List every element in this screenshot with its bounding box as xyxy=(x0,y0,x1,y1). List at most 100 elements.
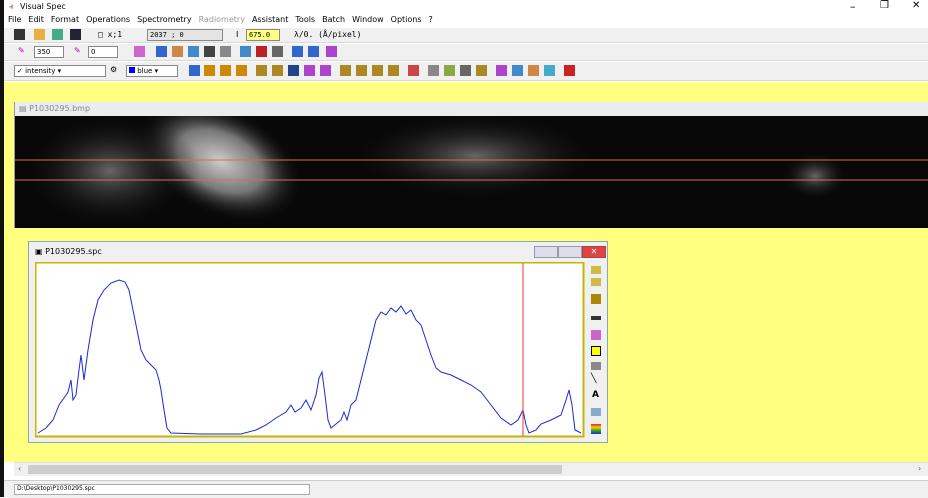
close[interactable]: ✕ xyxy=(912,0,920,11)
scroll-right[interactable]: › xyxy=(918,464,921,473)
icon[interactable] xyxy=(591,266,601,274)
color-text: blue xyxy=(137,67,152,75)
close[interactable]: ✕ xyxy=(582,246,606,258)
icon[interactable] xyxy=(172,46,183,57)
menu-item[interactable]: ? xyxy=(429,15,433,24)
menu-item[interactable]: Spectrometry xyxy=(137,15,192,24)
menu-item[interactable]: Operations xyxy=(86,15,130,24)
spectrum-window: ▣ P1030295.spc ✕ ╲ A xyxy=(28,241,608,443)
icon[interactable] xyxy=(512,65,523,76)
icon[interactable] xyxy=(188,46,199,57)
icon[interactable] xyxy=(52,29,63,40)
icon[interactable] xyxy=(304,65,315,76)
image-title-bar: ▤ P1030295.bmp xyxy=(15,102,928,116)
menu-item[interactable]: File xyxy=(8,15,21,24)
menu-bar: File Edit Format Operations Spectrometry Radi… xyxy=(8,15,928,26)
icon[interactable] xyxy=(272,46,283,57)
field[interactable]: 0 xyxy=(88,46,118,58)
icon[interactable]: ✎ xyxy=(74,46,81,55)
scroll-thumb[interactable] xyxy=(28,465,562,474)
icon[interactable] xyxy=(428,65,439,76)
field[interactable]: 350 xyxy=(34,46,64,58)
image-title-text: P1030295.bmp xyxy=(29,104,90,113)
icon[interactable] xyxy=(476,65,487,76)
icon[interactable]: ✎ xyxy=(18,46,25,55)
color-select[interactable]: blue ▾ xyxy=(126,65,178,77)
toolbar-3: ✓ intensity ▾ ⚙ blue ▾ xyxy=(4,62,928,81)
menu-item[interactable]: Assistant xyxy=(252,15,288,24)
menu-item[interactable]: Batch xyxy=(322,15,345,24)
title-bar: ⫞ Visual Spec – ❐ ✕ xyxy=(4,0,928,14)
mode-text: intensity xyxy=(25,67,55,75)
icon[interactable] xyxy=(256,65,267,76)
icon[interactable] xyxy=(591,294,601,304)
icon[interactable] xyxy=(220,46,231,57)
icon[interactable] xyxy=(320,65,331,76)
dispersion: λ/0. (Å/pixel) xyxy=(294,30,361,39)
minimize[interactable]: – xyxy=(850,0,856,13)
scroll-left[interactable]: ‹ xyxy=(18,464,21,473)
icon[interactable] xyxy=(220,65,231,76)
icon[interactable] xyxy=(544,65,555,76)
icon[interactable] xyxy=(388,65,399,76)
spectrum-plot xyxy=(35,262,585,438)
icon[interactable] xyxy=(591,330,601,340)
icon[interactable] xyxy=(372,65,383,76)
coord-label: □ x;1 xyxy=(98,30,122,39)
icon[interactable] xyxy=(340,65,351,76)
icon[interactable] xyxy=(292,46,303,57)
image xyxy=(15,116,928,228)
icon[interactable] xyxy=(70,29,81,40)
icon[interactable] xyxy=(14,29,25,40)
toolbar-1: □ x;1 2037 ; 0 I 675.0 λ/0. (Å/pixel) xyxy=(4,28,928,43)
icon[interactable] xyxy=(564,65,575,76)
icon[interactable] xyxy=(496,65,507,76)
icon[interactable] xyxy=(408,65,419,76)
icon[interactable] xyxy=(189,65,200,76)
icon[interactable] xyxy=(591,408,601,416)
icon[interactable] xyxy=(326,46,337,57)
maximize[interactable] xyxy=(558,246,582,258)
icon[interactable] xyxy=(288,65,299,76)
icon[interactable] xyxy=(256,46,267,57)
icon[interactable] xyxy=(460,65,471,76)
icon[interactable] xyxy=(591,362,601,370)
coord-field[interactable]: 2037 ; 0 xyxy=(147,29,223,41)
side-toolbar: ╲ A xyxy=(589,264,603,438)
icon[interactable] xyxy=(356,65,367,76)
restore[interactable]: ❐ xyxy=(880,0,889,11)
minimize[interactable] xyxy=(534,246,558,258)
menu-item[interactable]: Radiometry xyxy=(199,15,245,24)
icon[interactable] xyxy=(308,46,319,57)
menu-item[interactable]: Options xyxy=(391,15,422,24)
icon[interactable] xyxy=(591,424,601,434)
image-title: ▤ P1030295.bmp xyxy=(19,104,90,113)
icon[interactable] xyxy=(204,65,215,76)
icon[interactable]: A xyxy=(592,390,599,400)
intensity-label: I xyxy=(236,30,238,39)
spectrum-title-text: P1030295.spc xyxy=(45,247,102,256)
icon[interactable] xyxy=(272,65,283,76)
h-scrollbar[interactable]: ‹ › xyxy=(14,462,928,476)
icon[interactable] xyxy=(591,316,601,320)
window-title: Visual Spec xyxy=(20,2,66,11)
icon[interactable] xyxy=(528,65,539,76)
icon[interactable] xyxy=(444,65,455,76)
mode-select[interactable]: ✓ intensity ▾ xyxy=(14,65,106,77)
icon[interactable] xyxy=(134,46,145,57)
icon[interactable] xyxy=(204,46,215,57)
menu-item[interactable]: Window xyxy=(352,15,384,24)
menu-item[interactable]: Tools xyxy=(295,15,315,24)
intensity-field[interactable]: 675.0 xyxy=(246,29,280,41)
menu-item[interactable]: Edit xyxy=(28,15,44,24)
menu-item[interactable]: Format xyxy=(51,15,79,24)
icon[interactable]: ╲ xyxy=(591,374,596,384)
icon[interactable] xyxy=(156,46,167,57)
icon[interactable] xyxy=(236,65,247,76)
status-path: D:\Desktop\P1030295.spc xyxy=(14,484,310,495)
icon[interactable]: ⚙ xyxy=(110,65,117,74)
icon[interactable] xyxy=(591,346,601,356)
icon[interactable] xyxy=(591,278,601,286)
icon[interactable] xyxy=(240,46,251,57)
icon[interactable] xyxy=(34,29,45,40)
